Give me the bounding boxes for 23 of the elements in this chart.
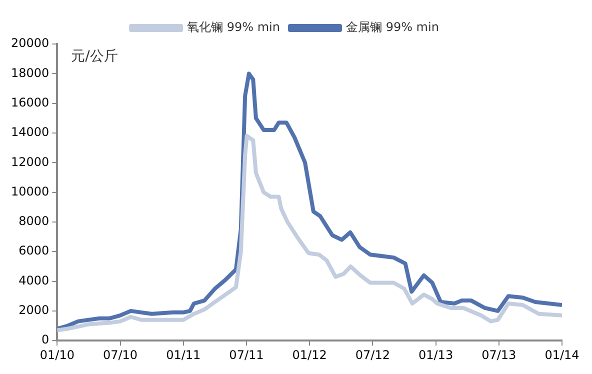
y-tick-label: 2000 [18,303,50,318]
x-tick-label: 01/10 [40,348,74,362]
legend-label: 氧化镧 99% min [187,20,280,34]
y-tick-label: 8000 [18,214,50,228]
y-tick-label: 0 [42,332,50,347]
legend-label: 金属镧 99% min [346,20,439,34]
x-tick-label: 07/11 [229,348,264,362]
x-tick-label: 01/13 [418,348,454,362]
y-tick-label: 20000 [10,36,50,50]
y-tick-label: 6000 [18,244,50,258]
y-tick-label: 16000 [10,95,50,110]
x-tick-label: 01/14 [544,348,580,362]
y-tick-label: 10000 [10,184,50,198]
y-tick-label: 18000 [10,66,50,80]
x-tick-label: 07/10 [102,348,138,362]
x-tick-label: 07/12 [355,348,390,362]
x-tick-label: 07/13 [482,348,516,362]
y-tick-label: 14000 [10,125,50,140]
y-tick-label: 12000 [10,154,50,169]
x-tick-label: 01/12 [292,348,327,362]
x-tick-label: 01/11 [166,348,201,362]
y-tick-label: 4000 [18,273,50,288]
y-axis-title: 元/公斤 [71,48,118,65]
